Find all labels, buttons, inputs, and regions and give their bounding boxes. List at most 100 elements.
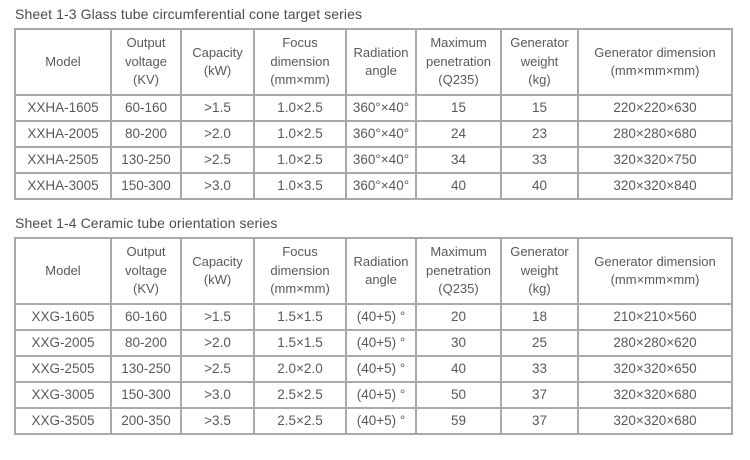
sheet-1-4-title: Sheet 1-4 Ceramic tube orientation serie… [15,215,278,231]
cell-capacity: >2.0 [180,120,255,148]
table-row: XXG-3005 150-300 >3.0 2.5×2.5 (40+5) ° 5… [14,381,733,409]
cell-focus-dimension: 1.0×2.5 [253,146,347,174]
cell-output-voltage: 130-250 [110,146,182,174]
cell-radiation-angle: 360°×40° [345,120,417,148]
cell-radiation-angle: 360°×40° [345,146,417,174]
column-header-model: Model [14,237,112,305]
cell-capacity: >3.0 [180,172,255,200]
column-header-generator-dimension: Generator dimension (mm×mm×mm) [577,28,733,96]
cell-output-voltage: 150-300 [110,381,182,409]
column-header-generator-weight: Generator weight (kg) [500,28,579,96]
cell-model: XXG-3005 [14,381,112,409]
cell-focus-dimension: 1.0×2.5 [253,94,347,122]
cell-focus-dimension: 1.5×1.5 [253,329,347,357]
table-row: XXHA-1605 60-160 >1.5 1.0×2.5 360°×40° 1… [14,94,733,122]
cell-generator-dimension: 280×280×620 [577,329,733,357]
cell-generator-weight: 37 [500,381,579,409]
cell-maximum-penetration: 40 [415,172,502,200]
cell-focus-dimension: 1.0×3.5 [253,172,347,200]
column-header-model: Model [14,28,112,96]
cell-model: XXG-2505 [14,355,112,383]
cell-capacity: >1.5 [180,94,255,122]
cell-generator-weight: 40 [500,172,579,200]
cell-output-voltage: 150-300 [110,172,182,200]
cell-output-voltage: 80-200 [110,120,182,148]
cell-model: XXHA-3005 [14,172,112,200]
cell-focus-dimension: 1.5×1.5 [253,303,347,331]
cell-generator-dimension: 220×220×630 [577,94,733,122]
ceramic-tube-series-table: Model Output voltage (KV) Capacity (kW) … [14,237,733,435]
cell-capacity: >2.0 [180,329,255,357]
table-row: XXG-2505 130-250 >2.5 2.0×2.0 (40+5) ° 4… [14,355,733,383]
cell-generator-weight: 23 [500,120,579,148]
sheet-1-3-title: Sheet 1-3 Glass tube circumferential con… [15,6,363,22]
glass-tube-series-table: Model Output voltage (KV) Capacity (kW) … [14,28,733,200]
cell-model: XXHA-1605 [14,94,112,122]
cell-maximum-penetration: 30 [415,329,502,357]
cell-focus-dimension: 2.5×2.5 [253,407,347,435]
cell-output-voltage: 60-160 [110,94,182,122]
cell-model: XXHA-2005 [14,120,112,148]
cell-focus-dimension: 1.0×2.5 [253,120,347,148]
cell-maximum-penetration: 15 [415,94,502,122]
table-row: XXHA-2505 130-250 >2.5 1.0×2.5 360°×40° … [14,146,733,174]
header-row: Model Output voltage (KV) Capacity (kW) … [14,28,733,96]
cell-radiation-angle: (40+5) ° [345,329,417,357]
column-header-focus-dimension: Focus dimension (mm×mm) [253,28,347,96]
cell-generator-dimension: 320×320×650 [577,355,733,383]
cell-maximum-penetration: 24 [415,120,502,148]
cell-model: XXG-1605 [14,303,112,331]
column-header-focus-dimension: Focus dimension (mm×mm) [253,237,347,305]
cell-radiation-angle: (40+5) ° [345,407,417,435]
cell-generator-dimension: 320×320×840 [577,172,733,200]
table-row: XXG-1605 60-160 >1.5 1.5×1.5 (40+5) ° 20… [14,303,733,331]
column-header-maximum-penetration: Maximum penetration (Q235) [415,237,502,305]
cell-generator-dimension: 320×320×750 [577,146,733,174]
glass-tube-series-section: Sheet 1-3 Glass tube circumferential con… [14,6,750,200]
column-header-maximum-penetration: Maximum penetration (Q235) [415,28,502,96]
cell-output-voltage: 130-250 [110,355,182,383]
cell-generator-dimension: 320×320×680 [577,381,733,409]
cell-maximum-penetration: 59 [415,407,502,435]
column-header-output-voltage: Output voltage (KV) [110,28,182,96]
cell-generator-weight: 18 [500,303,579,331]
cell-radiation-angle: (40+5) ° [345,303,417,331]
column-header-generator-dimension: Generator dimension (mm×mm×mm) [577,237,733,305]
cell-maximum-penetration: 50 [415,381,502,409]
header-row: Model Output voltage (KV) Capacity (kW) … [14,237,733,305]
column-header-capacity: Capacity (kW) [180,237,255,305]
cell-radiation-angle: 360°×40° [345,172,417,200]
table-row: XXG-2005 80-200 >2.0 1.5×1.5 (40+5) ° 30… [14,329,733,357]
cell-radiation-angle: (40+5) ° [345,355,417,383]
column-header-radiation-angle: Radiation angle [345,28,417,96]
cell-capacity: >2.5 [180,355,255,383]
cell-maximum-penetration: 34 [415,146,502,174]
cell-output-voltage: 200-350 [110,407,182,435]
cell-focus-dimension: 2.5×2.5 [253,381,347,409]
cell-capacity: >3.5 [180,407,255,435]
table-row: XXHA-3005 150-300 >3.0 1.0×3.5 360°×40° … [14,172,733,200]
column-header-output-voltage: Output voltage (KV) [110,237,182,305]
cell-capacity: >1.5 [180,303,255,331]
cell-generator-weight: 25 [500,329,579,357]
column-header-generator-weight: Generator weight (kg) [500,237,579,305]
cell-generator-dimension: 280×280×680 [577,120,733,148]
cell-model: XXG-3505 [14,407,112,435]
table-row: XXG-3505 200-350 >3.5 2.5×2.5 (40+5) ° 5… [14,407,733,435]
column-header-radiation-angle: Radiation angle [345,237,417,305]
cell-generator-weight: 37 [500,407,579,435]
ceramic-tube-series-section: Sheet 1-4 Ceramic tube orientation serie… [14,215,750,435]
cell-generator-weight: 33 [500,146,579,174]
cell-generator-dimension: 210×210×560 [577,303,733,331]
table-row: XXHA-2005 80-200 >2.0 1.0×2.5 360°×40° 2… [14,120,733,148]
column-header-capacity: Capacity (kW) [180,28,255,96]
cell-model: XXG-2005 [14,329,112,357]
cell-output-voltage: 60-160 [110,303,182,331]
cell-model: XXHA-2505 [14,146,112,174]
cell-capacity: >3.0 [180,381,255,409]
cell-capacity: >2.5 [180,146,255,174]
cell-generator-dimension: 320×320×680 [577,407,733,435]
cell-maximum-penetration: 20 [415,303,502,331]
cell-generator-weight: 33 [500,355,579,383]
